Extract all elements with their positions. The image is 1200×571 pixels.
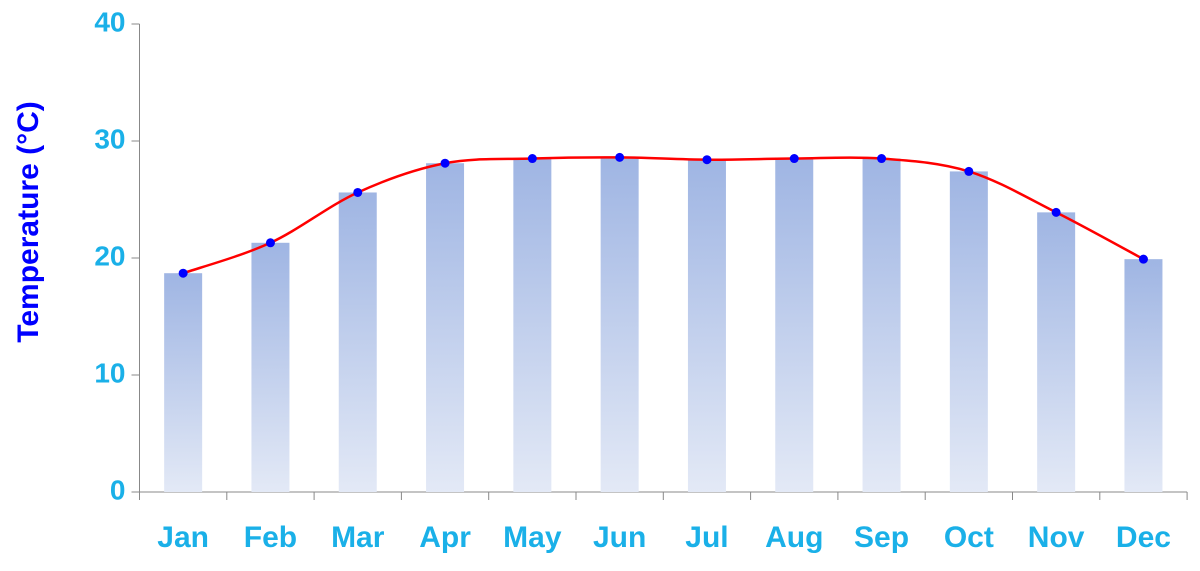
bar (862, 158, 901, 493)
bar (600, 157, 639, 492)
y-tick-label: 20 (94, 240, 125, 271)
bar (513, 158, 552, 493)
bar (1037, 212, 1076, 492)
bar (338, 192, 377, 493)
marker (440, 158, 450, 168)
y-axis-title: Temperature (°C) (12, 101, 45, 342)
bar (949, 171, 988, 493)
x-tick-label: Jul (685, 521, 728, 554)
x-tick-label: May (503, 521, 562, 554)
marker (789, 154, 799, 164)
x-tick-label: Oct (944, 521, 994, 554)
line (182, 156, 1145, 275)
x-tick-label: Feb (244, 521, 297, 554)
x-tick-label: Sep (854, 521, 909, 554)
y-tick-label: 30 (94, 123, 125, 154)
bar (251, 242, 290, 492)
x-tick-label: Apr (419, 521, 471, 554)
marker (265, 238, 275, 248)
marker (615, 152, 625, 162)
marker (1051, 207, 1061, 217)
bar (426, 163, 465, 493)
y-tick-label: 0 (110, 474, 126, 505)
x-tick-label: Jun (593, 521, 646, 554)
x-tick-label: Aug (765, 521, 823, 554)
x-tick-label: Nov (1028, 521, 1085, 554)
marker (964, 166, 974, 176)
bar (775, 158, 814, 493)
marker (527, 154, 537, 164)
x-tick-label: Jan (157, 521, 209, 554)
bar (1124, 259, 1163, 492)
marker (1138, 254, 1148, 264)
x-tick-label: Mar (331, 521, 385, 554)
bar (164, 273, 203, 492)
marker (353, 187, 363, 197)
marker (702, 155, 712, 165)
x-tick-label: Dec (1116, 521, 1171, 554)
marker (877, 154, 887, 164)
y-tick-label: 10 (94, 357, 125, 388)
y-tick-label: 40 (94, 6, 125, 37)
bar (687, 159, 726, 492)
marker (178, 268, 188, 278)
